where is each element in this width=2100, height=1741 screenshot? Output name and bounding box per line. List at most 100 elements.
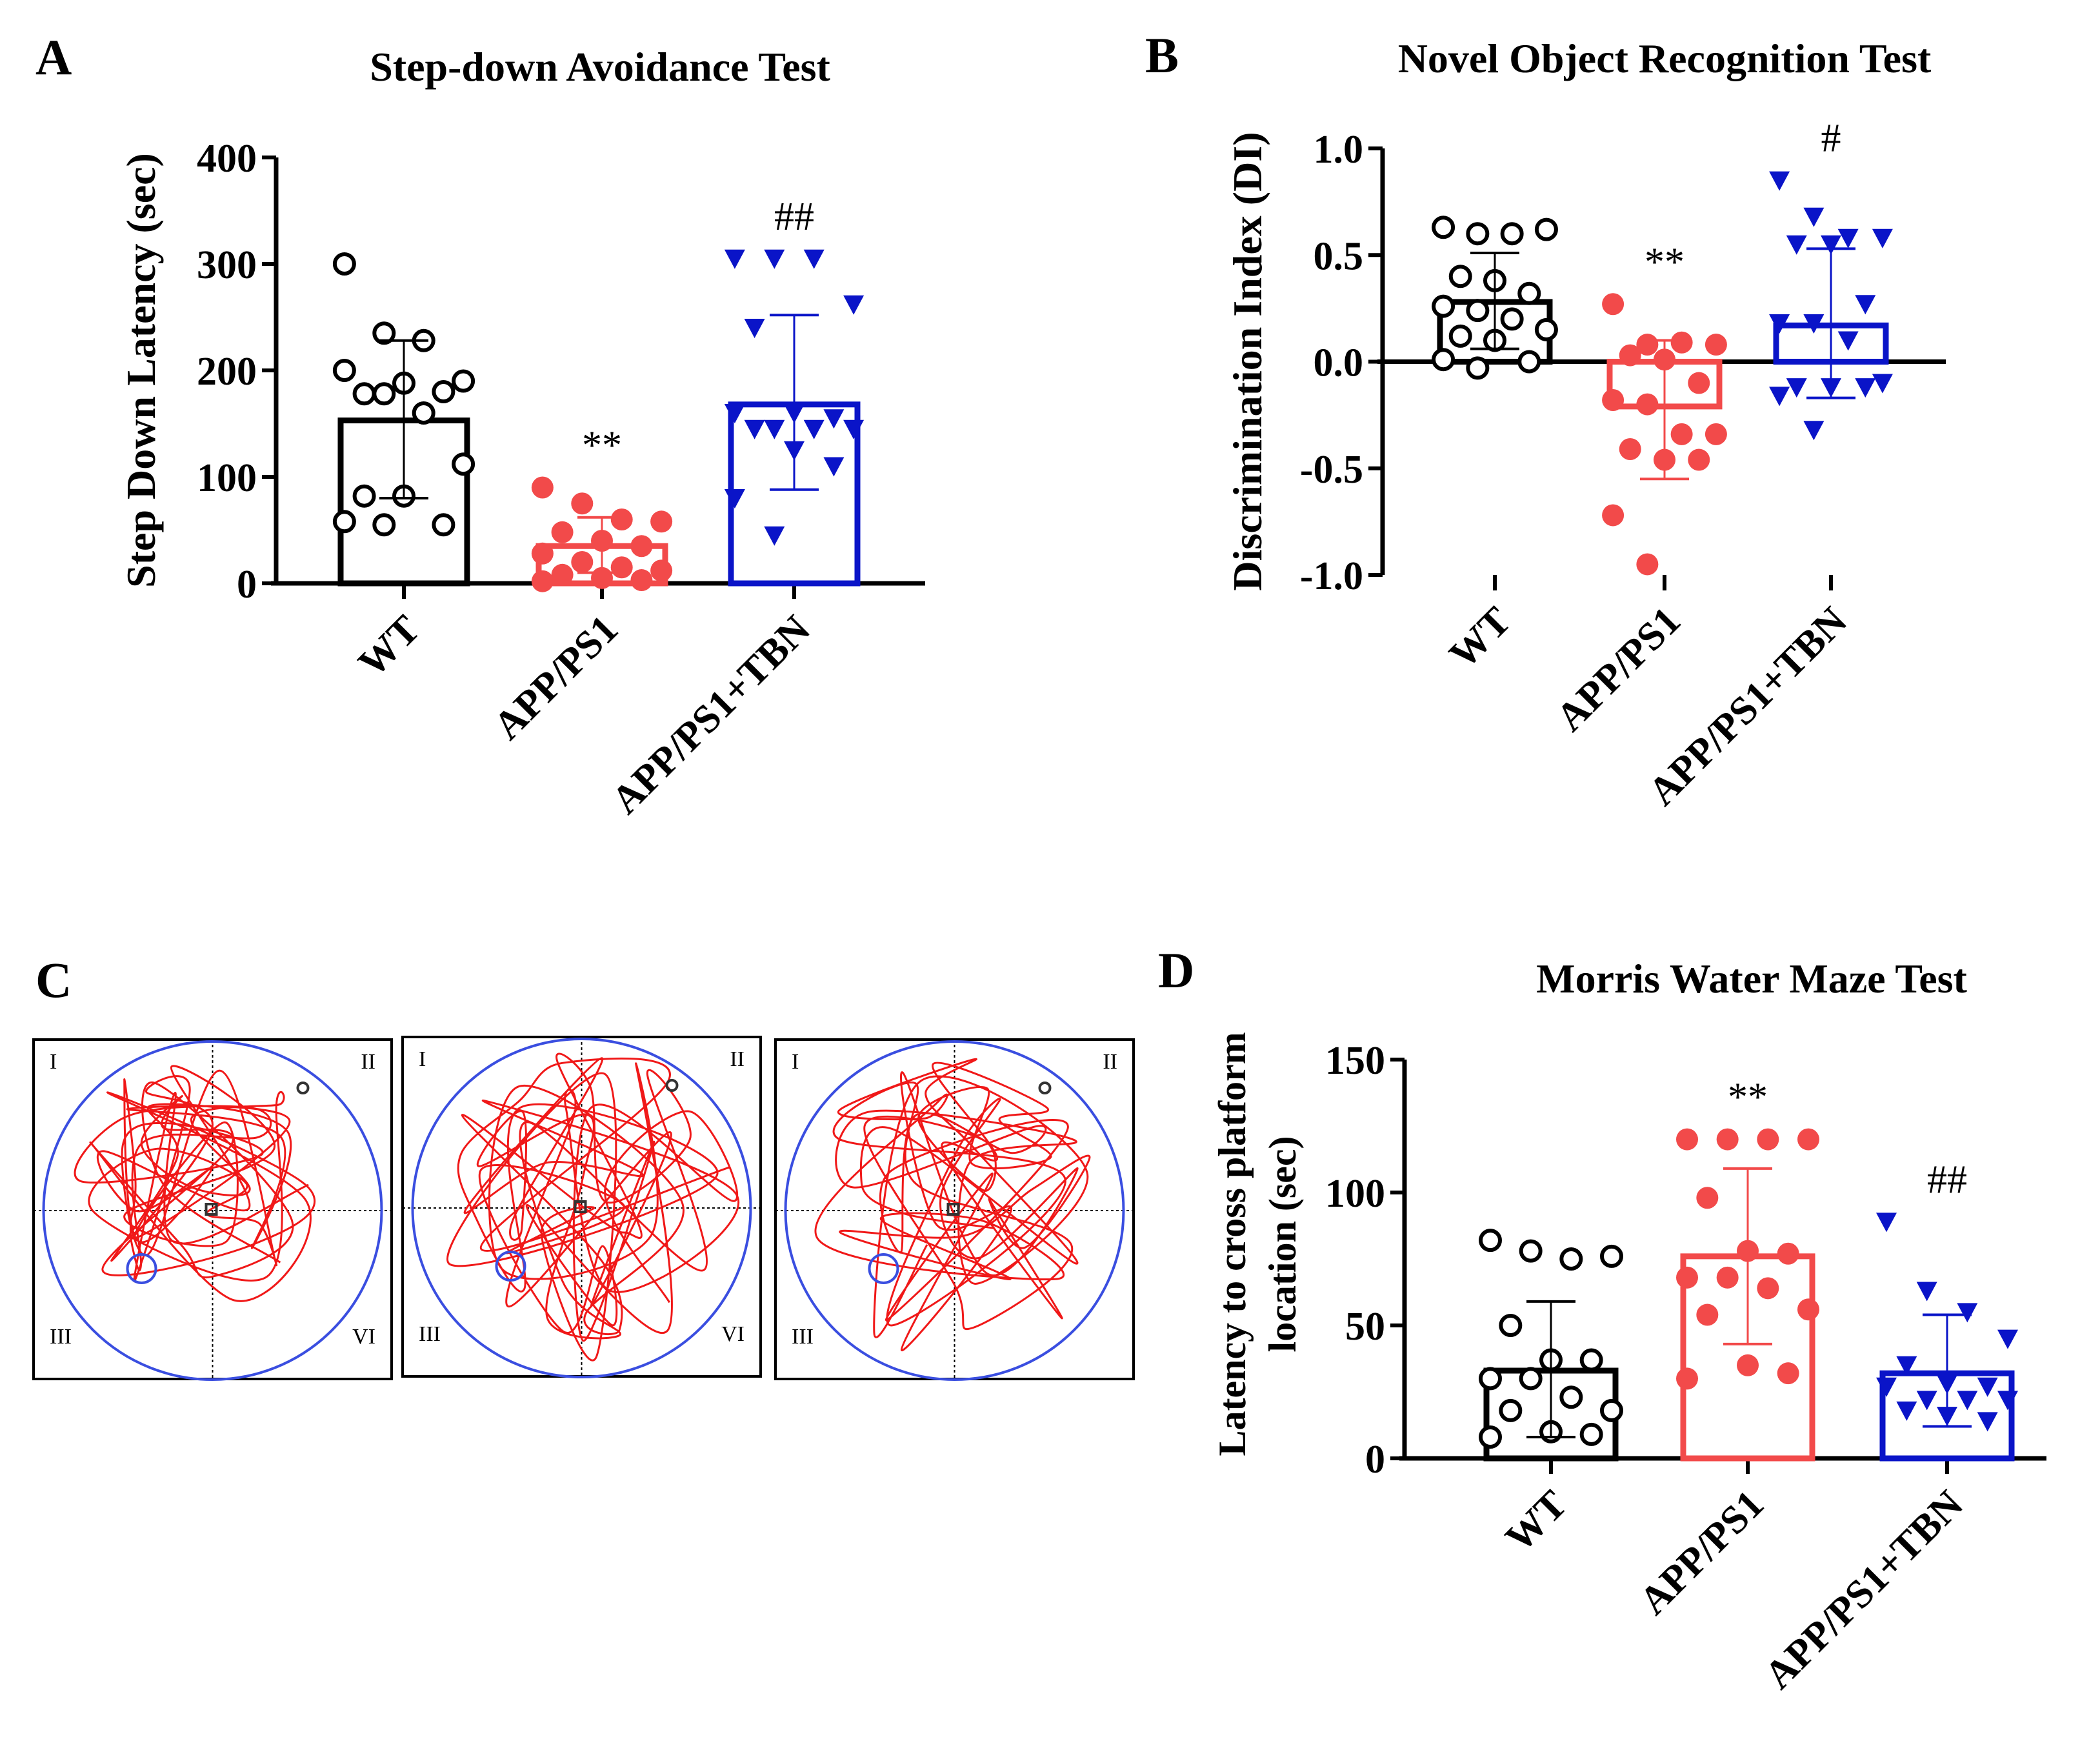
data-point (531, 476, 554, 499)
data-point (1876, 1377, 1897, 1397)
data-point (1602, 293, 1625, 316)
data-point (1534, 317, 1558, 341)
chart-title: Step-down Avoidance Test (370, 44, 830, 90)
data-point (1916, 1391, 1937, 1411)
platform-target (495, 1251, 526, 1282)
y-tick-label: 0.0 (1314, 341, 1364, 385)
quadrant-label: I (419, 1047, 426, 1071)
start-marker (205, 1203, 218, 1216)
data-point (630, 535, 653, 558)
data-point (630, 569, 653, 592)
data-point (1579, 1348, 1603, 1372)
data-point (1977, 1412, 1998, 1432)
data-point (724, 404, 745, 423)
chart-a: Step-down Avoidance Test Step Down Latenc… (118, 44, 925, 823)
data-point (1855, 378, 1876, 398)
significance-annotation: ** (1645, 240, 1685, 284)
data-point (1803, 207, 1825, 227)
data-point (1600, 1244, 1623, 1268)
data-point (1737, 1354, 1759, 1376)
data-point (412, 401, 435, 425)
data-point (432, 513, 455, 537)
data-point (1957, 1391, 1978, 1411)
x-tick-label: APP/PS1+TBN (603, 607, 819, 823)
chart-b: Novel Object Recognition Test Discriminat… (1225, 35, 1946, 814)
data-point (1957, 1303, 1978, 1323)
data-point (1466, 299, 1490, 323)
data-point (1499, 1398, 1523, 1422)
data-point (332, 359, 356, 382)
data-point (1803, 421, 1825, 441)
data-point (1688, 448, 1710, 471)
data-point (1676, 1266, 1698, 1289)
quadrant-label: III (419, 1322, 441, 1346)
data-point (372, 513, 396, 537)
data-point (1837, 228, 1859, 248)
data-point (1777, 1242, 1799, 1265)
quadrant-label: II (1103, 1050, 1117, 1074)
significance-annotation: ** (1728, 1076, 1768, 1120)
swim-path (814, 1058, 1091, 1351)
data-point (1705, 423, 1727, 445)
data-point (1786, 235, 1807, 255)
data-point (1797, 1128, 1819, 1151)
data-point (1676, 1367, 1698, 1390)
quadrant-label: II (730, 1047, 745, 1071)
end-marker (665, 1079, 679, 1092)
data-point (352, 484, 376, 508)
data-point (1896, 1401, 1917, 1421)
data-point (452, 369, 475, 393)
x-tick-label: WT (350, 607, 428, 685)
data-point (1769, 171, 1790, 191)
panel-label-a: A (35, 29, 72, 85)
data-point (1757, 1277, 1779, 1300)
data-point (332, 510, 356, 534)
data-point (1559, 1385, 1583, 1409)
quadrant-label: I (50, 1050, 57, 1074)
end-marker (296, 1082, 310, 1094)
data-point (531, 570, 554, 592)
significance-annotation: ## (1927, 1158, 1967, 1202)
data-point (724, 489, 745, 508)
data-point (650, 559, 673, 582)
data-point (1705, 334, 1727, 356)
data-point (1479, 1425, 1502, 1449)
data-point (843, 419, 865, 439)
quadrant-label: II (361, 1050, 375, 1074)
data-point (803, 419, 825, 439)
data-point (1600, 1398, 1623, 1422)
panel-label-b: B (1145, 27, 1179, 83)
data-point (1872, 374, 1893, 394)
data-point (1466, 222, 1490, 246)
data-point (1786, 378, 1807, 398)
platform-target (126, 1253, 157, 1284)
chart-title: Novel Object Recognition Test (1398, 35, 1932, 81)
data-point (1517, 281, 1541, 305)
data-point (1636, 393, 1659, 416)
data-point (764, 419, 785, 439)
data-point (1602, 388, 1625, 411)
data-point (452, 452, 475, 476)
chart-title: Morris Water Maze Test (1536, 956, 1967, 1001)
data-point (610, 556, 633, 579)
data-point (843, 295, 865, 315)
data-point (1872, 228, 1893, 248)
panel-label-d: D (1158, 942, 1194, 998)
data-point (1479, 1367, 1502, 1391)
data-point (372, 321, 396, 345)
quadrant-label: I (792, 1050, 799, 1074)
data-point (1769, 387, 1790, 407)
data-point (1997, 1391, 2018, 1411)
data-point (352, 382, 376, 406)
data-point (1432, 216, 1455, 239)
y-tick-label: 150 (1325, 1039, 1385, 1083)
x-tick-label: APP/PS1 (485, 607, 626, 749)
start-marker (946, 1203, 960, 1216)
data-point (1670, 331, 1693, 354)
data-point (1619, 438, 1641, 461)
quadrant-label: VI (721, 1322, 745, 1346)
data-point (1676, 1128, 1698, 1151)
